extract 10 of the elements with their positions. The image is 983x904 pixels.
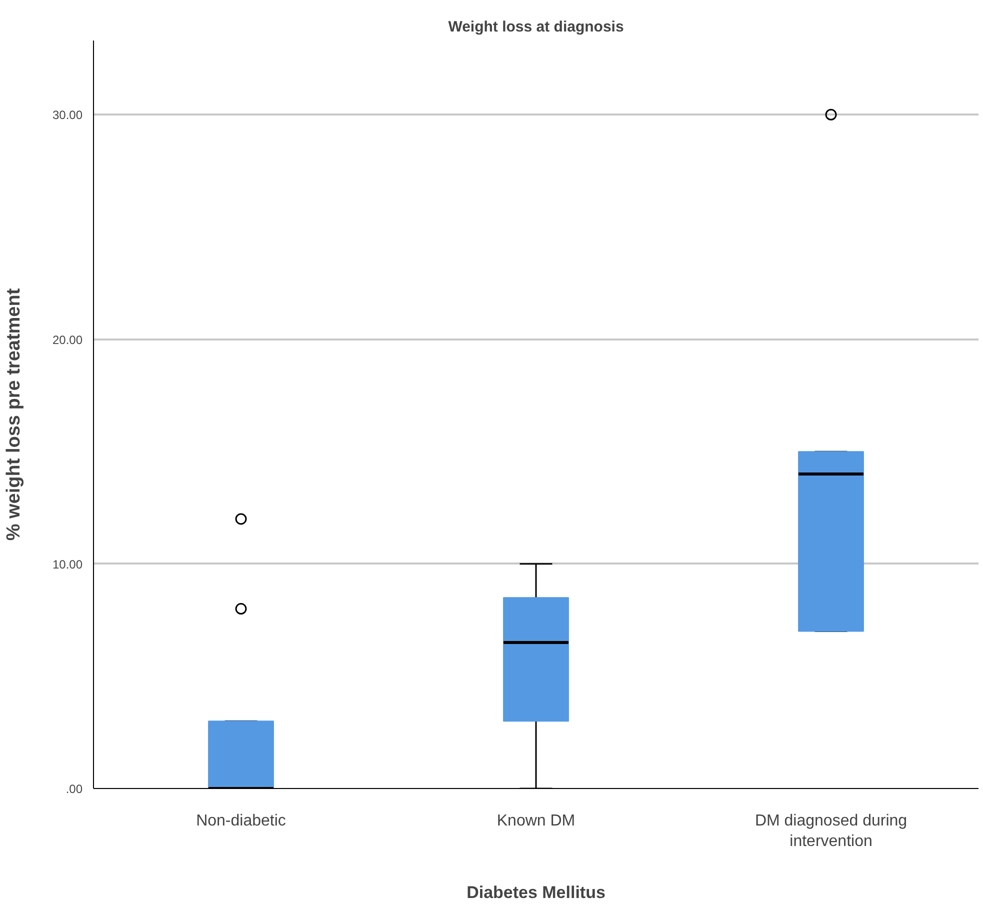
y-tick-label: .00 — [66, 782, 83, 796]
y-axis-title: % weight loss pre treatment — [3, 288, 24, 541]
x-axis-title: Diabetes Mellitus — [466, 882, 606, 902]
x-tick-label: Known DM — [496, 812, 576, 830]
y-tick-label: 10.00 — [52, 557, 83, 572]
chart-title: Weight loss at diagnosis — [448, 18, 624, 36]
y-tick-label: 30.00 — [52, 108, 83, 122]
x-tick-label: Non-diabetic — [196, 812, 286, 830]
x-tick-label: DM diagnosed during intervention — [754, 812, 908, 850]
y-tick-label: 20.00 — [52, 332, 83, 347]
